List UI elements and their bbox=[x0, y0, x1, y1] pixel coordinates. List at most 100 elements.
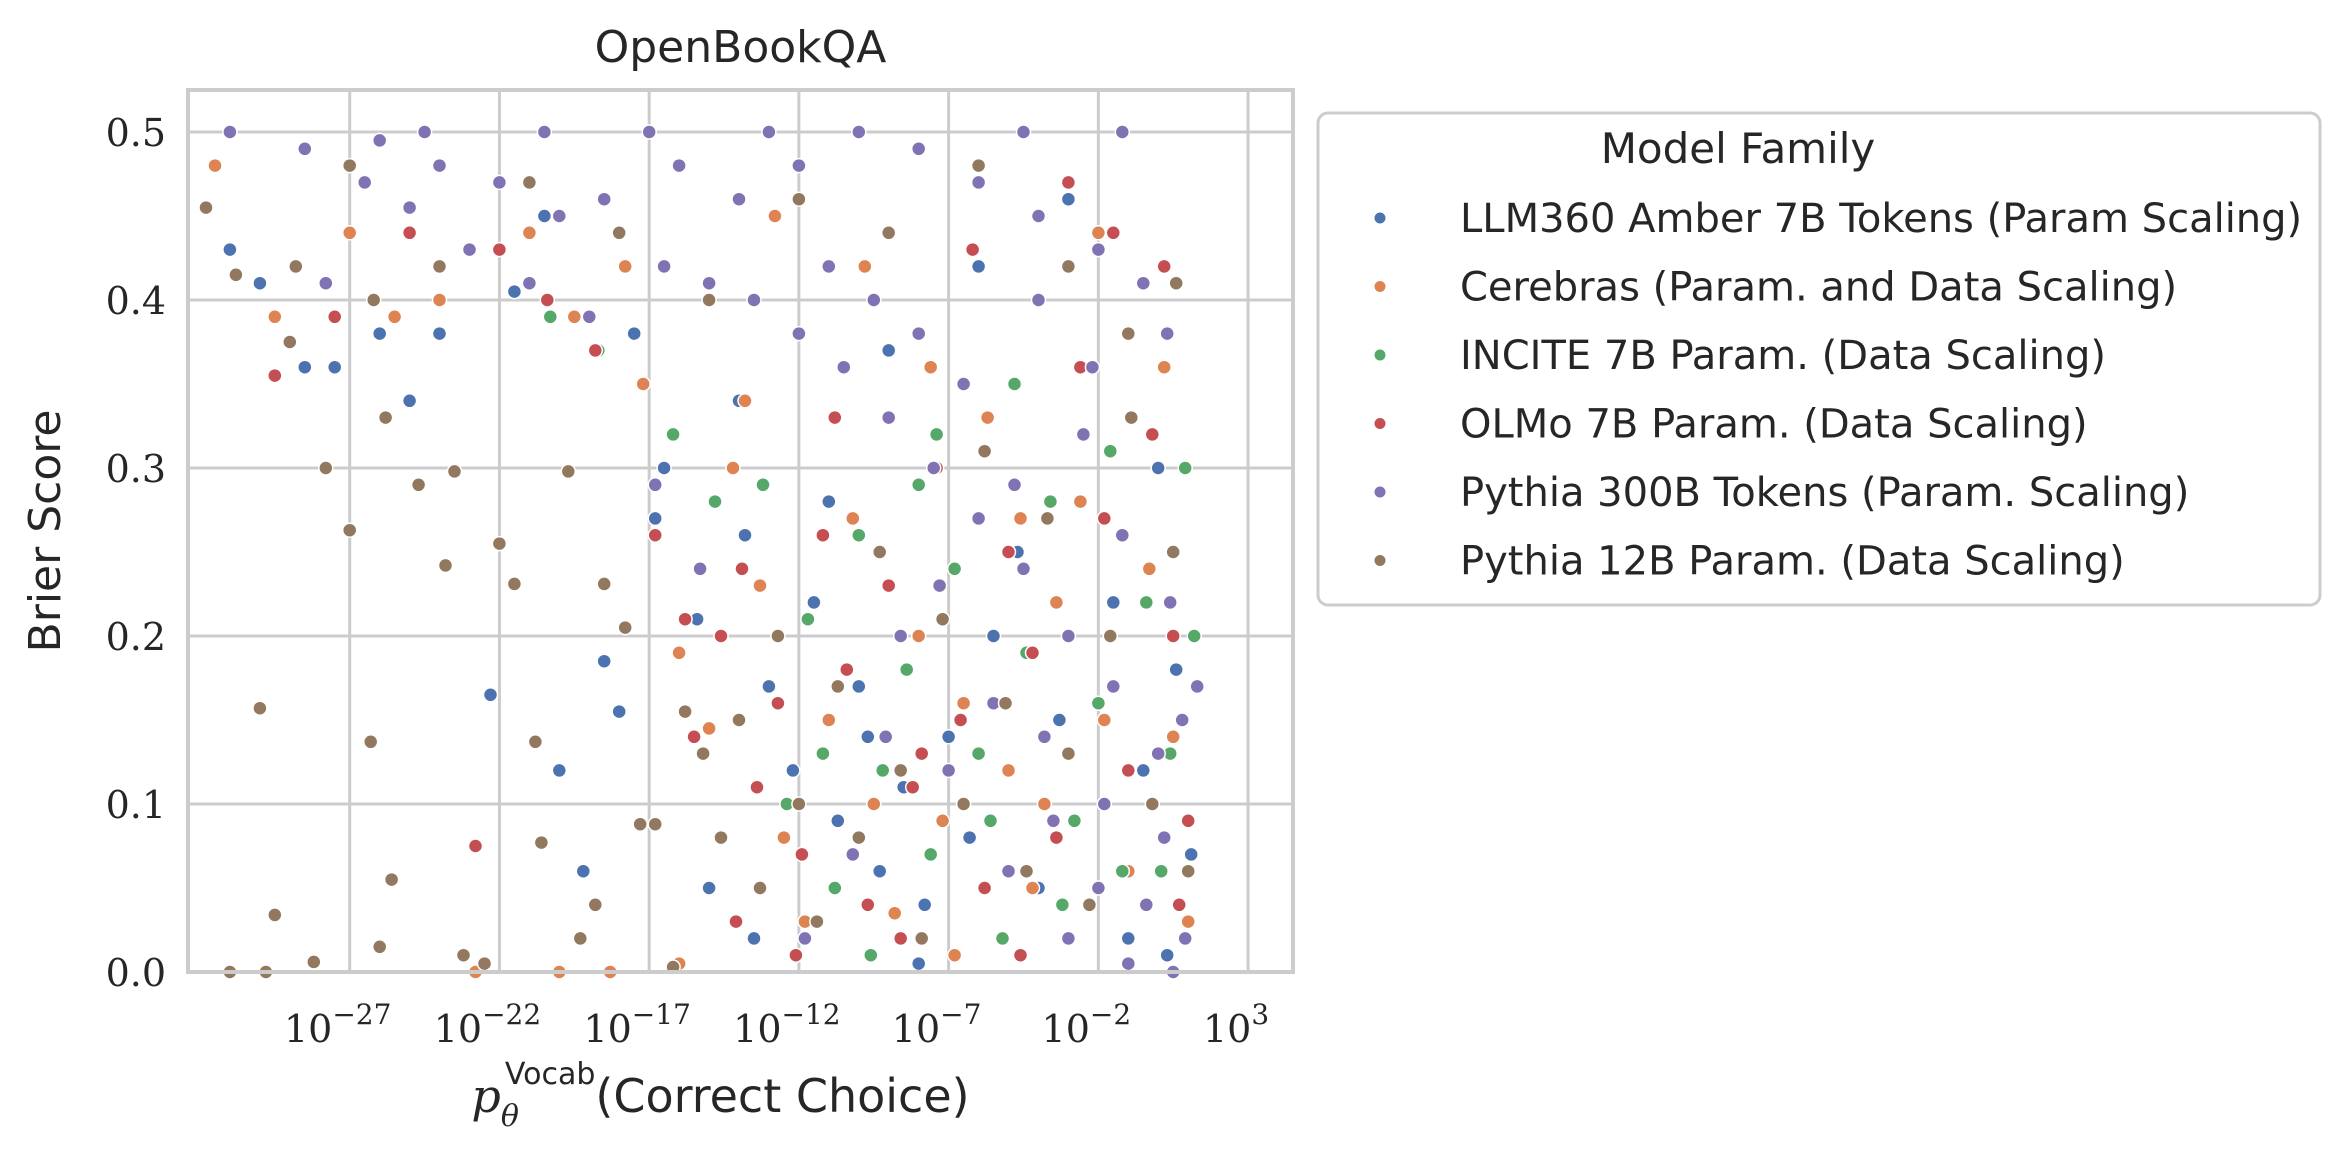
data-point bbox=[871, 863, 888, 879]
data-point bbox=[632, 816, 648, 832]
data-point bbox=[922, 359, 939, 375]
data-point bbox=[1036, 796, 1053, 812]
data-point bbox=[647, 510, 663, 527]
data-point bbox=[1075, 426, 1092, 443]
data-point bbox=[1045, 813, 1062, 829]
data-point bbox=[892, 930, 909, 947]
data-point bbox=[1090, 695, 1107, 711]
data-point bbox=[701, 720, 717, 737]
data-point bbox=[371, 939, 388, 955]
data-point bbox=[791, 191, 807, 207]
data-point bbox=[596, 191, 612, 207]
data-point bbox=[1177, 930, 1193, 947]
data-point bbox=[383, 871, 400, 888]
data-point bbox=[931, 577, 948, 594]
data-point bbox=[356, 174, 373, 191]
data-point bbox=[297, 141, 313, 157]
x-axis-label: pθ Vocab(Correct Choice) bbox=[471, 1057, 969, 1134]
data-point bbox=[761, 678, 777, 695]
data-point bbox=[318, 460, 334, 476]
data-point bbox=[341, 157, 358, 174]
x-axis-label-rest: (Correct Choice) bbox=[595, 1069, 969, 1123]
data-point bbox=[401, 199, 418, 216]
legend-label: OLMo 7B Param. (Data Scaling) bbox=[1460, 402, 2088, 448]
data-point bbox=[1102, 443, 1119, 459]
data-point bbox=[1048, 594, 1065, 611]
data-point bbox=[521, 275, 538, 291]
data-point bbox=[976, 443, 993, 459]
data-point bbox=[1030, 292, 1047, 308]
data-point bbox=[1162, 594, 1178, 611]
data-point bbox=[282, 334, 298, 350]
data-point bbox=[821, 258, 837, 275]
data-point bbox=[1189, 678, 1205, 695]
x-axis-label-subscript: θ bbox=[501, 1099, 519, 1134]
data-point bbox=[1165, 544, 1181, 560]
data-point bbox=[880, 409, 897, 426]
data-point bbox=[934, 813, 951, 829]
data-point bbox=[1120, 762, 1137, 779]
legend-box bbox=[1316, 111, 2322, 607]
data-point bbox=[701, 275, 717, 291]
data-point bbox=[880, 342, 897, 359]
data-point bbox=[1114, 863, 1131, 879]
data-point bbox=[677, 611, 693, 627]
data-point bbox=[1120, 325, 1137, 342]
data-point bbox=[839, 661, 855, 678]
data-point bbox=[1144, 426, 1161, 443]
data-point bbox=[910, 325, 927, 342]
data-point bbox=[641, 124, 657, 140]
x-tick-label: 10−22 bbox=[434, 998, 541, 1051]
data-point bbox=[910, 477, 927, 493]
data-point bbox=[647, 527, 663, 543]
data-point bbox=[671, 157, 687, 174]
legend: Model Family LLM360 Amber 7B Tokens (Par… bbox=[1316, 111, 2322, 607]
data-point bbox=[874, 762, 891, 779]
data-point bbox=[836, 359, 852, 375]
data-point bbox=[1183, 846, 1199, 863]
data-point bbox=[955, 796, 972, 812]
data-point bbox=[713, 829, 729, 846]
data-point bbox=[1006, 477, 1023, 493]
data-point bbox=[964, 241, 981, 258]
x-axis-label-symbol: p bbox=[471, 1069, 500, 1123]
data-point bbox=[626, 325, 642, 342]
data-point bbox=[1081, 897, 1098, 913]
data-point bbox=[1096, 510, 1113, 527]
data-point bbox=[611, 225, 627, 241]
data-point bbox=[866, 796, 882, 812]
data-point bbox=[746, 292, 762, 308]
data-point bbox=[701, 292, 717, 308]
data-point bbox=[1105, 678, 1122, 695]
data-point bbox=[940, 762, 957, 779]
data-point bbox=[863, 947, 879, 963]
data-point bbox=[815, 745, 831, 762]
data-point bbox=[1174, 712, 1190, 728]
data-point bbox=[1090, 241, 1107, 258]
data-point bbox=[830, 678, 846, 695]
data-point bbox=[910, 141, 927, 157]
data-point bbox=[1141, 561, 1158, 577]
y-tick-label: 0.4 bbox=[106, 279, 166, 323]
data-point bbox=[982, 813, 999, 829]
data-point bbox=[1000, 863, 1017, 879]
data-point bbox=[228, 267, 244, 283]
data-point bbox=[647, 816, 663, 832]
data-point bbox=[728, 913, 744, 930]
data-point bbox=[871, 544, 888, 560]
data-point bbox=[916, 897, 933, 913]
data-point bbox=[437, 557, 454, 574]
data-point bbox=[431, 157, 448, 174]
data-point bbox=[851, 124, 867, 140]
data-point bbox=[737, 527, 753, 543]
data-point bbox=[791, 157, 807, 174]
data-point bbox=[1030, 208, 1047, 224]
data-point bbox=[566, 309, 583, 325]
data-point bbox=[970, 510, 987, 527]
data-point bbox=[970, 745, 987, 762]
x-tick-label: 10−27 bbox=[284, 998, 391, 1051]
data-point bbox=[596, 653, 612, 669]
data-point bbox=[431, 292, 448, 308]
data-point bbox=[267, 907, 283, 923]
data-point bbox=[1012, 947, 1029, 963]
